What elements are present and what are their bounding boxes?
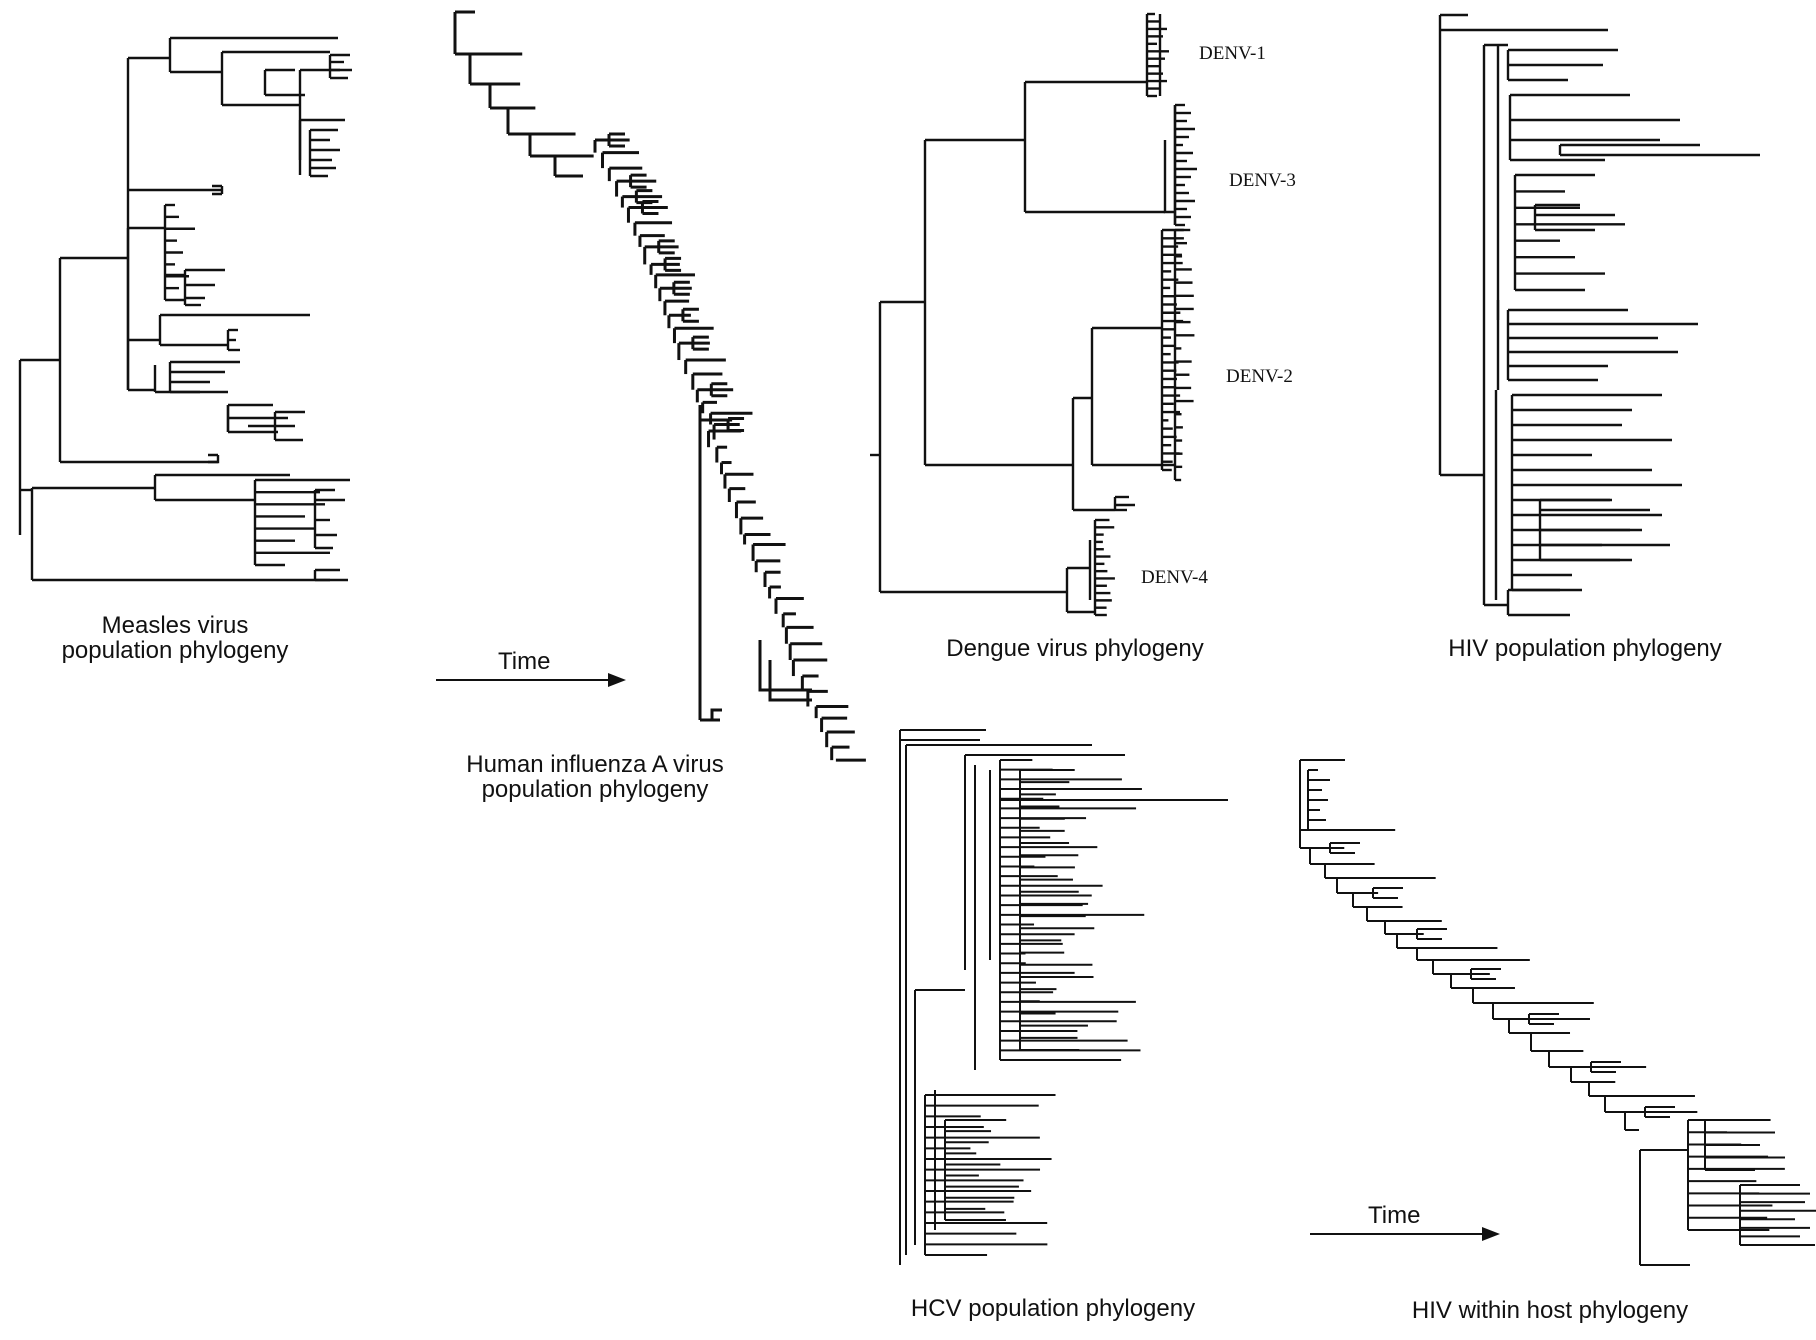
tree-branch	[681, 307, 699, 323]
tree-branch	[691, 335, 709, 351]
measles-tree	[18, 36, 352, 582]
tree-branch	[640, 200, 659, 216]
tree-branch	[1528, 1013, 1559, 1025]
hiv-within-host-tree	[1299, 759, 1816, 1266]
measles-caption: Measles virus population phylogeny	[40, 613, 310, 663]
tree-branch	[313, 568, 340, 582]
tree-branch	[1163, 105, 1177, 225]
tree-branch	[298, 68, 340, 105]
clade-label-denv-2: DENV-2	[1226, 366, 1293, 387]
time-arrow-hiv-within-host	[1310, 1227, 1500, 1241]
tree-branch	[212, 184, 224, 196]
tree-branch	[607, 132, 625, 148]
dengue-caption-line1: Dengue virus phylogeny	[946, 635, 1204, 662]
clade-label-denv-4: DENV-4	[1141, 567, 1208, 588]
hiv-within-host-caption: HIV within host phylogeny	[1385, 1298, 1715, 1323]
measles-caption-line2: population phylogeny	[61, 637, 289, 664]
hiv-population-caption: HIV population phylogeny	[1420, 636, 1750, 661]
dengue-caption: Dengue virus phylogeny	[920, 636, 1230, 661]
tree-branch	[1484, 43, 1508, 320]
time-label-influenza: Time	[498, 648, 551, 675]
measles-caption-line1: Measles virus	[101, 612, 249, 639]
tree-branch	[629, 173, 647, 189]
tree-branch	[700, 708, 722, 722]
clade-label-denv-3: DENV-3	[1229, 170, 1296, 191]
tree-branch	[1329, 842, 1360, 854]
clade-label-denv-1: DENV-1	[1199, 43, 1266, 64]
hcv-tree	[899, 729, 1228, 1265]
dengue-tree	[870, 12, 1197, 617]
hcv-caption-line1: HCV population phylogeny	[910, 1295, 1196, 1322]
tree-branch	[1506, 588, 1570, 617]
influenza-tree	[453, 10, 866, 762]
hcv-caption: HCV population phylogeny	[888, 1296, 1218, 1321]
tree-branch	[663, 256, 682, 272]
tree-branch	[657, 239, 675, 255]
time-arrow-influenza	[436, 673, 626, 687]
tree-branch	[758, 640, 812, 702]
time-label-hiv-within-host: Time	[1368, 1202, 1421, 1229]
influenza-caption-line1: Human influenza A virus	[466, 751, 724, 778]
tree-branch	[1644, 1106, 1675, 1118]
tree-branch	[1416, 928, 1447, 940]
influenza-caption-line2: population phylogeny	[481, 776, 709, 803]
tree-branch	[1590, 1061, 1621, 1073]
influenza-caption: Human influenza A virus population phylo…	[440, 752, 750, 802]
tree-branch	[1372, 887, 1403, 899]
hiv-population-tree	[1438, 13, 1760, 617]
hiv-within-host-caption-line1: HIV within host phylogeny	[1411, 1297, 1689, 1324]
tree-branch	[709, 382, 728, 398]
tree-branch	[1470, 968, 1501, 980]
tree-branch	[208, 453, 220, 464]
tree-branch	[672, 280, 690, 296]
hiv-population-caption-line1: HIV population phylogeny	[1448, 635, 1722, 662]
